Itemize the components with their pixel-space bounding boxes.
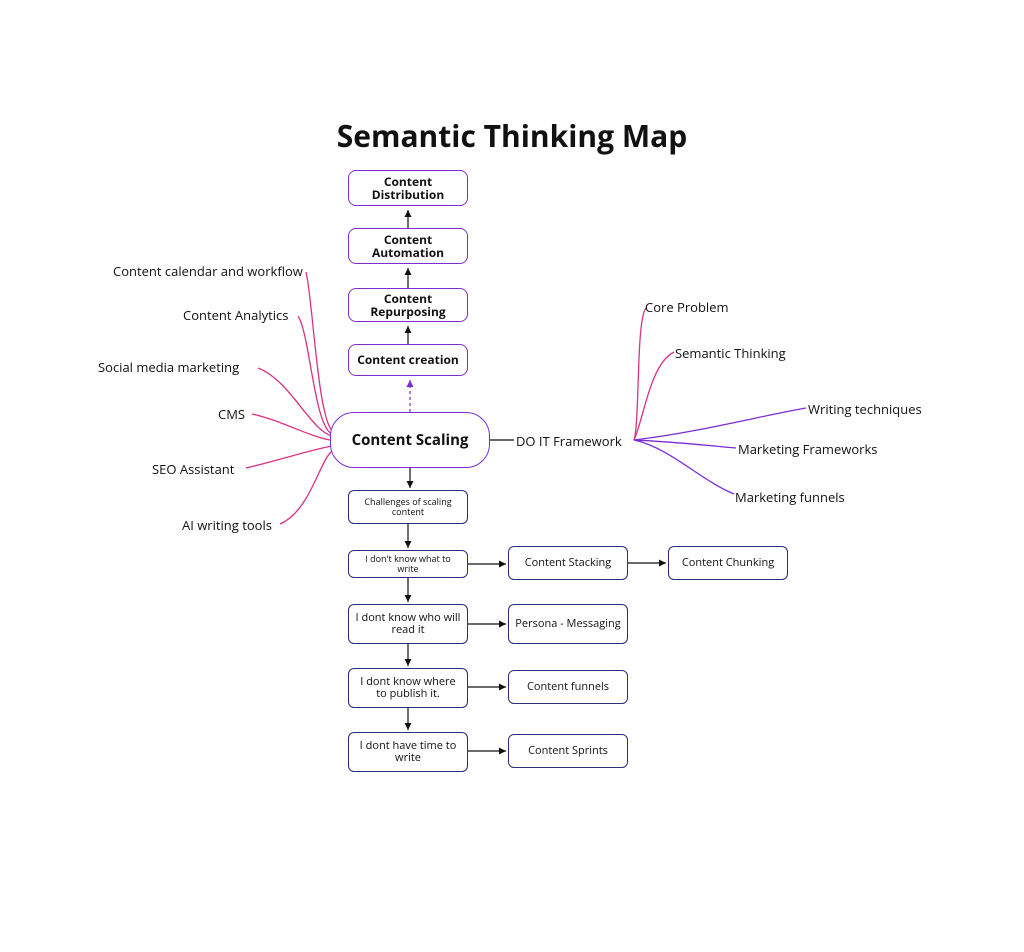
node-content-chunking: Content Chunking <box>668 546 788 580</box>
label-content-analytics: Content Analytics <box>183 306 288 324</box>
node-content-sprints: Content Sprints <box>508 734 628 768</box>
page-title: Semantic Thinking Map <box>0 115 1024 156</box>
label-social-media: Social media marketing <box>98 358 239 376</box>
label-seo-assistant: SEO Assistant <box>152 460 234 478</box>
label-cms: CMS <box>218 405 245 423</box>
node-content-stacking: Content Stacking <box>508 546 628 580</box>
node-content-creation: Content creation <box>348 344 468 376</box>
node-dont-know-write: I don't know what to write <box>348 550 468 578</box>
node-content-scaling: Content Scaling <box>330 412 490 468</box>
node-content-automation: Content Automation <box>348 228 468 264</box>
node-content-repurposing: Content Repurposing <box>348 288 468 322</box>
label-content-calendar: Content calendar and workflow <box>113 262 303 280</box>
node-dont-know-publish: I dont know where to publish it. <box>348 668 468 708</box>
label-core-problem: Core Problem <box>645 298 729 316</box>
node-persona-messaging: Persona - Messaging <box>508 604 628 644</box>
node-dont-know-read: I dont know who will read it <box>348 604 468 644</box>
label-marketing-funnels: Marketing funnels <box>735 488 845 506</box>
node-dont-have-time: I dont have time to write <box>348 732 468 772</box>
node-challenges: Challenges of scaling content <box>348 490 468 524</box>
label-do-it-framework: DO IT Framework <box>516 432 622 450</box>
node-content-distribution: Content Distribution <box>348 170 468 206</box>
label-semantic-thinking: Semantic Thinking <box>675 344 786 362</box>
node-content-funnels: Content funnels <box>508 670 628 704</box>
label-writing-techniques: Writing techniques <box>808 400 922 418</box>
label-ai-writing: AI writing tools <box>182 516 272 534</box>
label-marketing-frameworks: Marketing Frameworks <box>738 440 878 458</box>
